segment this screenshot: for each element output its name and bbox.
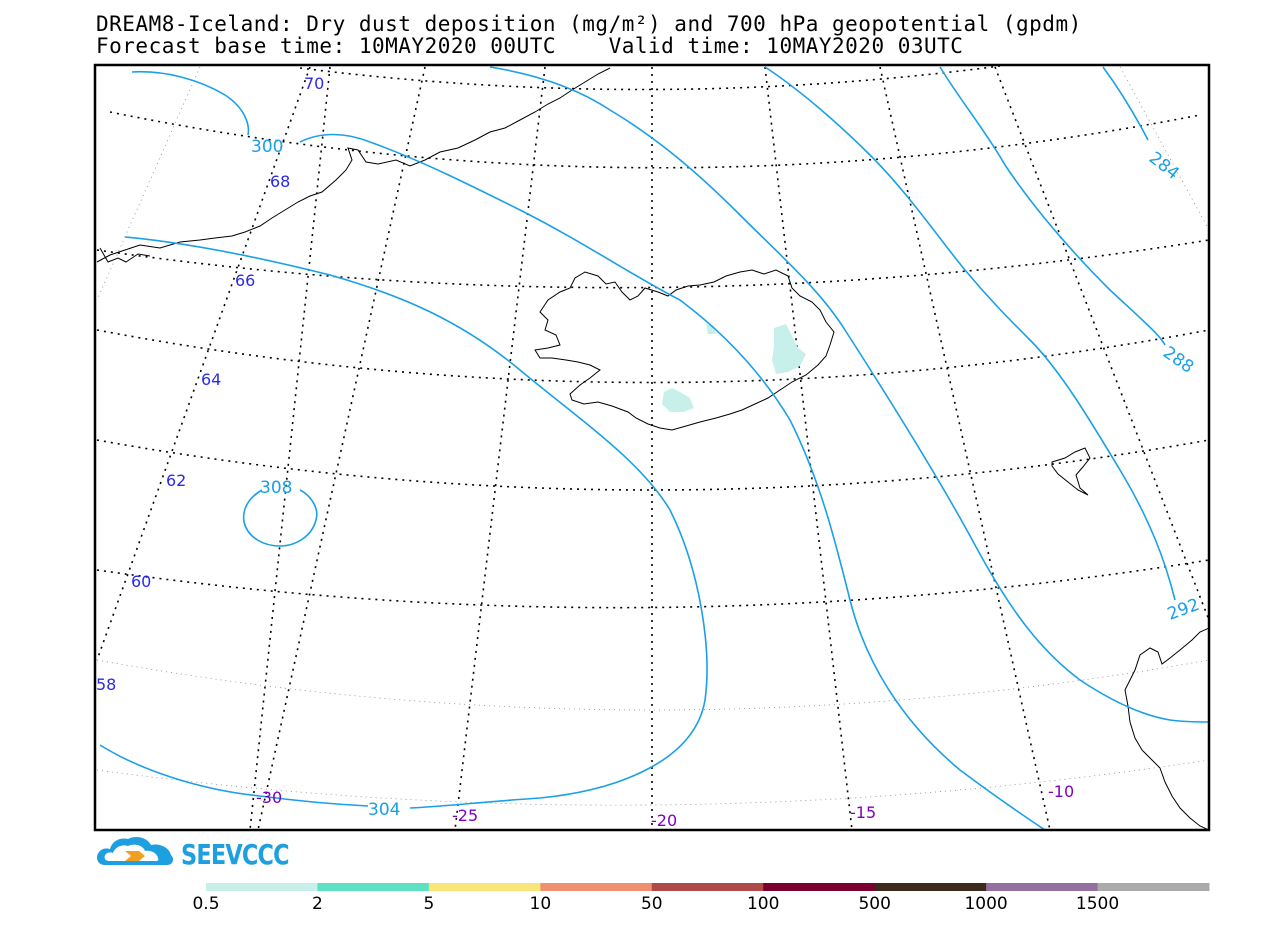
meridian-m15: [764, 66, 853, 830]
meridian-m35: [96, 66, 311, 661]
greenland-coast: [96, 67, 611, 263]
dust-patch-east: [772, 324, 806, 374]
longitude-labels: -30 -25 -20 -15 -10: [256, 782, 1074, 830]
legend-swatch: [1097, 883, 1210, 891]
lat-label-66: 66: [235, 271, 255, 290]
lat-label-68: 68: [270, 172, 290, 191]
contour-288: [764, 66, 1176, 601]
faroe-islands: [1051, 447, 1091, 496]
legend-swatch: [540, 883, 653, 891]
legend-swatch: [986, 883, 1099, 891]
parallel-68: [109, 111, 1201, 169]
lat-label-64: 64: [201, 370, 221, 389]
map-frame: [93, 63, 1211, 832]
meridian-m5: [994, 66, 1209, 621]
contour-label-304: 304: [368, 800, 400, 820]
lat-label-58: 58: [96, 675, 116, 694]
legend-tick-label: 10: [530, 894, 552, 914]
lon-label-m20: -20: [651, 811, 677, 830]
legend-swatch: [428, 883, 541, 891]
coastlines: [96, 67, 1209, 830]
contour-308: [242, 489, 318, 547]
legend-swatch: [317, 883, 430, 891]
dust-deposition: [662, 324, 806, 412]
legend-tick-label: 2: [312, 894, 323, 914]
contour-304: [99, 236, 708, 809]
lat-label-70: 70: [304, 74, 324, 93]
contour-292: [489, 66, 1209, 723]
seevccc-logo-text: SEEVCCC: [181, 838, 290, 871]
lat-label-62: 62: [166, 471, 186, 490]
legend-tick-label: 500: [858, 894, 890, 914]
legend-tick-label: 50: [641, 894, 663, 914]
contour-284-b: [1102, 66, 1149, 141]
legend-swatch: [874, 883, 987, 891]
legend-swatch: [651, 883, 764, 891]
geopotential-contours: [99, 66, 1209, 830]
meridian-m10: [879, 66, 1051, 830]
lat-label-60: 60: [131, 572, 151, 591]
iceland-coast: [534, 269, 835, 431]
legend-tick-label: 1500: [1076, 894, 1119, 914]
lon-label-m15: -15: [850, 803, 876, 822]
lon-label-m30: -30: [256, 788, 282, 807]
legend-tick-label: 0.5: [192, 894, 219, 914]
legend-swatch: [763, 883, 876, 891]
contour-label-300: 300: [251, 137, 283, 157]
contour-284-a: [939, 66, 1166, 346]
greenland-coast-2: [99, 247, 151, 263]
parallel-70: [299, 65, 1001, 91]
cloud-arrow-icon: [97, 837, 174, 865]
lon-label-m10: -10: [1048, 782, 1074, 801]
legend-tick-label: 1000: [964, 894, 1007, 914]
legend-tick-label: 5: [423, 894, 434, 914]
forecast-time-line: Forecast base time: 10MAY2020 00UTC Vali…: [96, 34, 964, 58]
dust-patch-south: [662, 388, 694, 412]
scotland-coast: [1124, 627, 1209, 830]
parallel-56: [96, 759, 1209, 806]
legend-ticks: 0.5 2 5 10 50 100 500 1000 1500: [192, 894, 1119, 914]
map-title: DREAM8-Iceland: Dry dust deposition (mg/…: [96, 12, 1082, 36]
lon-label-m25: -25: [452, 806, 478, 825]
legend-bars: [206, 883, 1210, 891]
legend-swatch: [206, 883, 318, 891]
meridian-outer-e: [1119, 66, 1209, 231]
legend-tick-label: 100: [747, 894, 779, 914]
contour-300: [131, 70, 1046, 830]
latitude-labels: 70 68 66 64 62 60 58: [96, 74, 324, 694]
contour-label-308: 308: [260, 478, 292, 498]
